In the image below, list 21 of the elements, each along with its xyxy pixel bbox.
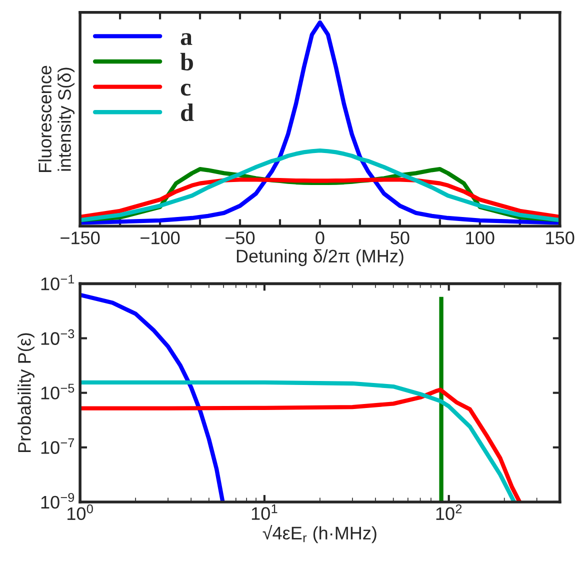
x-tick-label: 0 <box>316 232 324 244</box>
y-tick-label: 10$^{−5}$ <box>41 384 74 400</box>
x-axis-title: √4εE$_{r}$ (h·MHz) <box>262 525 376 544</box>
legend-label: a <box>180 33 192 46</box>
x-tick-label: −150 <box>60 232 100 244</box>
legend-label: c <box>180 84 191 96</box>
y-tick-label: 10$^{−1}$ <box>41 274 74 290</box>
y-tick-label: 10$^{−7}$ <box>41 438 74 454</box>
x-tick-label: 10$^{2}$ <box>436 504 462 520</box>
y-axis-title: Probability P(ε) <box>18 333 34 452</box>
x-tick-label: 50 <box>390 232 410 244</box>
x-tick-label: 100 <box>466 232 494 244</box>
legend-label: d <box>181 104 194 122</box>
x-axis-title: Detuning δ/2π (MHz) <box>236 249 404 266</box>
y-axis-title: Fluorescence intensity S(δ) <box>38 66 75 172</box>
legend-label: b <box>180 52 193 70</box>
x-tick-label: 150 <box>546 232 574 244</box>
x-tick-label: −50 <box>226 232 255 244</box>
x-tick-label: −100 <box>140 232 180 244</box>
y-tick-label: 10$^{−3}$ <box>41 329 74 345</box>
x-tick-label: 10$^{1}$ <box>252 504 278 520</box>
